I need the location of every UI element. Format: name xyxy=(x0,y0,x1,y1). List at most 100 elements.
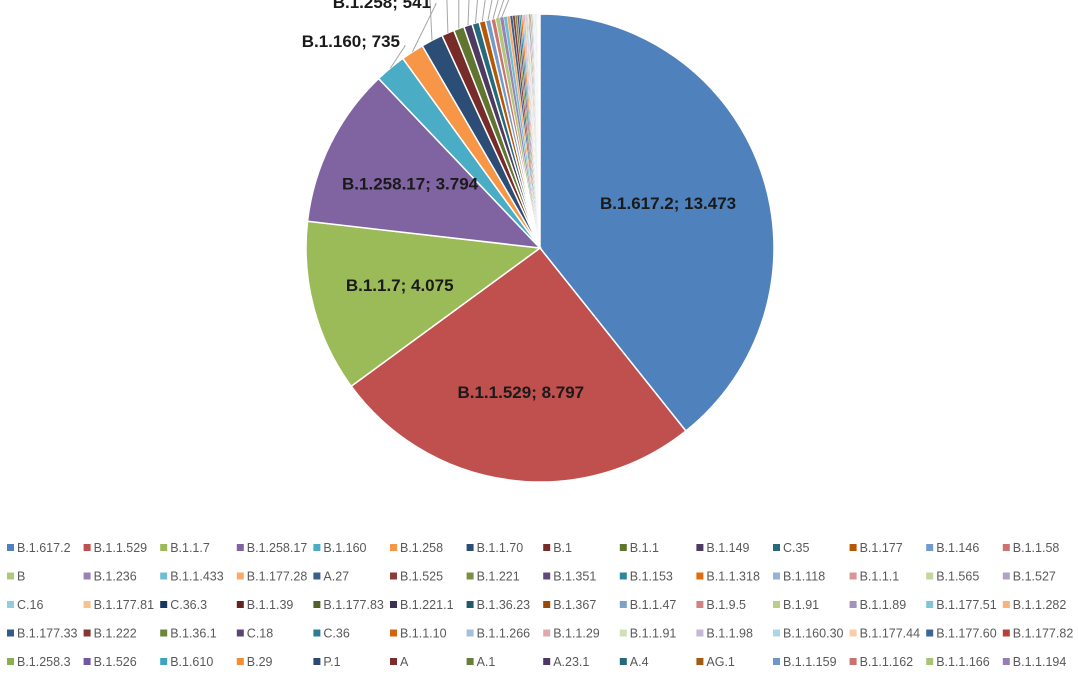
legend-item: B.1.177.60 xyxy=(926,627,997,641)
legend-label: B.1.1.194 xyxy=(1013,655,1067,669)
legend-label: B.1.525 xyxy=(400,570,443,584)
legend-swatch xyxy=(1002,658,1010,665)
legend-label: B.1 xyxy=(553,541,572,555)
legend-item: B.1.526 xyxy=(83,655,137,669)
legend-item: B.1.351 xyxy=(543,570,596,584)
legend-label: B.1.258 xyxy=(400,541,443,555)
legend-label: B.1.177.44 xyxy=(860,627,921,641)
legend-item: C.36 xyxy=(313,627,350,641)
legend-swatch xyxy=(1002,572,1010,580)
legend-item: B.1.258 xyxy=(390,541,443,555)
legend-label: C.16 xyxy=(17,598,43,612)
legend-item: B.1.565 xyxy=(926,570,979,584)
legend-label: B.1.160.30 xyxy=(783,627,844,641)
legend-item: B.1.177.51 xyxy=(926,598,997,612)
leader-line-c-35 xyxy=(475,0,478,24)
legend-label: B.1.1.89 xyxy=(860,598,907,612)
legend-label: B.1.1.29 xyxy=(553,627,600,641)
legend-swatch xyxy=(7,658,14,665)
legend-swatch xyxy=(773,629,780,637)
leader-line-b-1-258 xyxy=(411,3,437,53)
legend-swatch xyxy=(236,572,244,580)
legend-swatch xyxy=(543,658,551,665)
legend-swatch xyxy=(466,544,474,551)
legend-item: B xyxy=(7,570,25,584)
legend-swatch xyxy=(696,629,704,637)
legend-swatch xyxy=(926,572,934,580)
legend-item: B.1.149 xyxy=(696,541,750,555)
legend-swatch xyxy=(849,601,857,608)
legend-swatch xyxy=(543,601,551,608)
legend-item: B.1.1.266 xyxy=(466,627,530,641)
legend-item: B.1.118 xyxy=(773,570,825,584)
legend-swatch xyxy=(83,544,91,551)
legend-label: B.1.177.33 xyxy=(17,627,78,641)
legend: B.1.617.2 B.1.1.529 B.1.1.7 B.1.258.17 B.1.1… xyxy=(7,541,1073,669)
legend-label: B.1.1.7 xyxy=(170,541,210,555)
legend-swatch xyxy=(619,544,627,551)
legend-label: B.1.1.318 xyxy=(706,570,760,584)
legend-label: B.1.177.60 xyxy=(936,627,997,641)
legend-item: B.1.527 xyxy=(1002,570,1056,584)
legend-label: B.1.526 xyxy=(94,655,137,669)
legend-item: B.1.177 xyxy=(849,541,903,555)
legend-item: A.4 xyxy=(619,655,649,669)
leader-line-b-1-236 xyxy=(501,0,510,18)
legend-label: B.1.1.70 xyxy=(477,541,524,555)
leader-line-b-1-160 xyxy=(389,45,406,69)
legend-label: B.1.36.1 xyxy=(170,627,217,641)
legend-label: B.1.177 xyxy=(860,541,903,555)
legend-item: B.1.236 xyxy=(83,570,137,584)
legend-item: B.1.177.81 xyxy=(83,598,154,612)
legend-label: B.1.1.47 xyxy=(630,598,677,612)
legend-item: B.1.36.23 xyxy=(466,598,530,612)
legend-item: B.1.525 xyxy=(390,570,443,584)
legend-swatch xyxy=(926,601,934,608)
legend-label: B.1.146 xyxy=(936,541,979,555)
legend-item: B.1.36.1 xyxy=(160,627,217,641)
legend-item: A.23.1 xyxy=(543,655,589,669)
legend-item: B.1.258.17 xyxy=(236,541,308,555)
data-label-b-1-160: B.1.160; 735 xyxy=(302,32,400,51)
legend-swatch xyxy=(773,658,780,665)
legend-swatch xyxy=(696,544,704,551)
legend-swatch xyxy=(7,601,14,608)
legend-swatch xyxy=(236,629,244,637)
legend-label: B.1.258.17 xyxy=(247,541,308,555)
legend-swatch xyxy=(466,629,474,637)
legend-item: B.1.1.91 xyxy=(619,627,676,641)
legend-swatch xyxy=(7,572,14,580)
legend-label: B.1.1.159 xyxy=(783,655,837,669)
pie-slice-b-1-1-7 xyxy=(305,220,542,388)
legend-label: A.27 xyxy=(323,570,349,584)
legend-item: B.1.610 xyxy=(160,655,213,669)
legend-label: B.1.565 xyxy=(936,570,979,584)
legend-item: B.1.617.2 xyxy=(7,541,71,555)
legend-item: B.1.1.166 xyxy=(926,655,990,669)
legend-item: B.1.9.5 xyxy=(696,598,746,612)
legend-label: B.1.91 xyxy=(783,598,819,612)
legend-item: A.27 xyxy=(313,570,349,584)
legend-label: B.1.153 xyxy=(630,570,673,584)
legend-swatch xyxy=(236,601,244,608)
legend-item: B.1.1.10 xyxy=(390,627,447,641)
legend-swatch xyxy=(466,658,474,665)
legend-label: B.1.177.28 xyxy=(247,570,308,584)
legend-swatch xyxy=(849,658,857,665)
legend-item: A.1 xyxy=(466,655,495,669)
legend-swatch xyxy=(83,601,91,608)
legend-swatch xyxy=(619,658,627,665)
legend-label: B.1.177.83 xyxy=(323,598,384,612)
legend-item: C.16 xyxy=(7,598,43,612)
legend-item: B.1.222 xyxy=(83,627,137,641)
legend-item: B.1.1.1 xyxy=(849,570,899,584)
legend-item: C.18 xyxy=(236,627,273,641)
legend-swatch xyxy=(926,629,934,637)
legend-label: C.36.3 xyxy=(170,598,207,612)
legend-label: B.1.177.51 xyxy=(936,598,997,612)
legend-swatch xyxy=(849,629,857,637)
pie-slice-b-1-1-529 xyxy=(350,246,687,483)
legend-label: B.1.221.1 xyxy=(400,598,454,612)
